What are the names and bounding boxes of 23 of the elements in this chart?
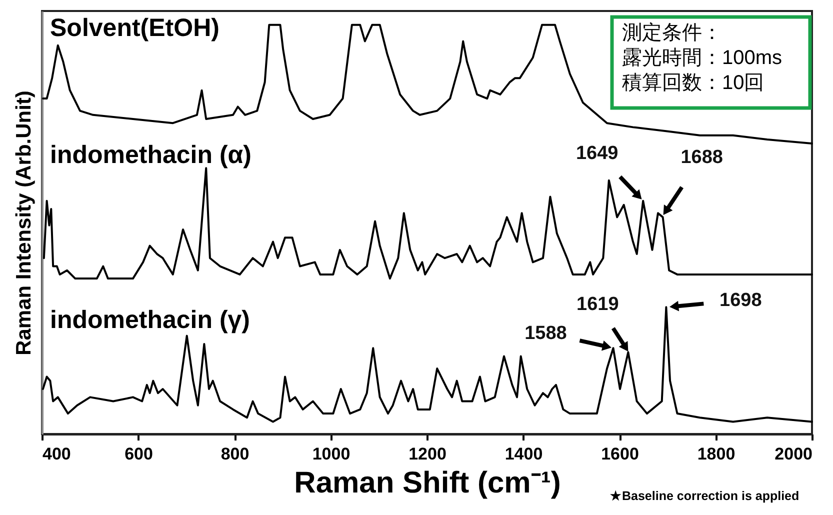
- annotation: 露光時間：100ms: [622, 47, 782, 69]
- x-axis-title: Raman Shift (cm⁻¹): [294, 466, 561, 500]
- annotation: 測定条件：: [622, 22, 722, 44]
- series-label: indomethacin (α): [50, 141, 252, 169]
- x-tick-label: 1200: [408, 444, 446, 464]
- annotation: 1698: [720, 290, 762, 312]
- annotation: 1588: [524, 323, 567, 344]
- x-tick-label: 800: [220, 444, 250, 464]
- x-tick-label: 400: [42, 444, 71, 464]
- x-tick-label: 2000: [774, 444, 812, 464]
- annotation: 1649: [576, 142, 618, 164]
- y-axis-title: Raman Intensity (Arb.Unit): [12, 90, 36, 356]
- x-tick-label: 1000: [312, 444, 350, 464]
- annotation: 積算回数：10回: [622, 72, 764, 94]
- series-label: indomethacin (γ): [50, 306, 250, 334]
- x-tick-label: 1800: [697, 444, 736, 464]
- x-tick-label: 1400: [504, 444, 543, 464]
- text: ★Baseline correction is applied: [610, 489, 800, 503]
- annotation: 1619: [576, 294, 619, 316]
- x-tick-label: 600: [124, 444, 153, 464]
- x-tick-label: 1600: [601, 444, 639, 464]
- annotation: 1688: [680, 147, 723, 168]
- series-label: Solvent(EtOH): [50, 14, 220, 42]
